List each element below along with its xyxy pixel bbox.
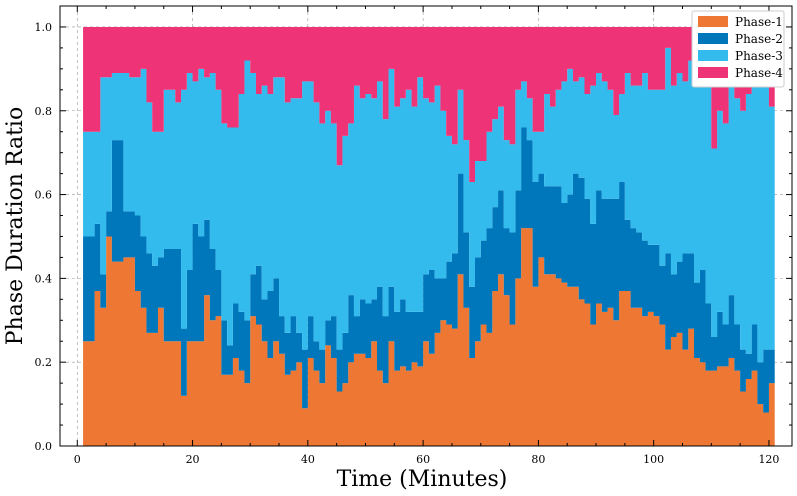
- legend-label: Phase-4: [735, 66, 783, 80]
- legend-swatch: [698, 33, 728, 44]
- y-tick-label: 0.2: [35, 356, 53, 369]
- legend-swatch: [698, 50, 728, 61]
- y-tick-label: 0.4: [35, 272, 53, 285]
- axis-ticks: [60, 6, 792, 447]
- legend-swatch: [698, 67, 728, 78]
- x-tick-label: 120: [758, 453, 779, 466]
- legend-swatch: [698, 16, 728, 27]
- area-phase-1: [83, 228, 775, 446]
- x-tick-label: 20: [186, 453, 200, 466]
- area-phase-3: [83, 47, 775, 363]
- plot-frame: [59, 5, 793, 447]
- area-phase-4: [83, 26, 775, 183]
- x-tick-label: 0: [74, 453, 81, 466]
- x-tick-label: 100: [643, 453, 664, 466]
- legend-label: Phase-2: [735, 32, 783, 46]
- x-tick-label: 80: [531, 453, 545, 466]
- y-tick-label: 0.6: [35, 189, 53, 202]
- x-tick-label: 40: [301, 453, 315, 466]
- y-tick-labels: 0.0 0.2 0.4 0.6 0.8 1.0: [35, 21, 53, 453]
- y-tick-label: 0.0: [35, 440, 53, 453]
- x-tick-labels: 0 20 40 60 80 100 120: [74, 453, 780, 466]
- legend: Phase-1 Phase-2 Phase-3 Phase-4: [691, 10, 785, 88]
- x-tick-label: 60: [416, 453, 430, 466]
- x-axis-label: Time (Minutes): [337, 467, 508, 492]
- y-tick-label: 0.8: [35, 105, 53, 118]
- y-tick-label: 1.0: [35, 21, 53, 34]
- stacked-areas: [83, 26, 775, 446]
- legend-label: Phase-3: [735, 49, 783, 63]
- legend-label: Phase-1: [735, 15, 783, 29]
- y-axis-label: Phase Duration Ratio: [3, 107, 28, 345]
